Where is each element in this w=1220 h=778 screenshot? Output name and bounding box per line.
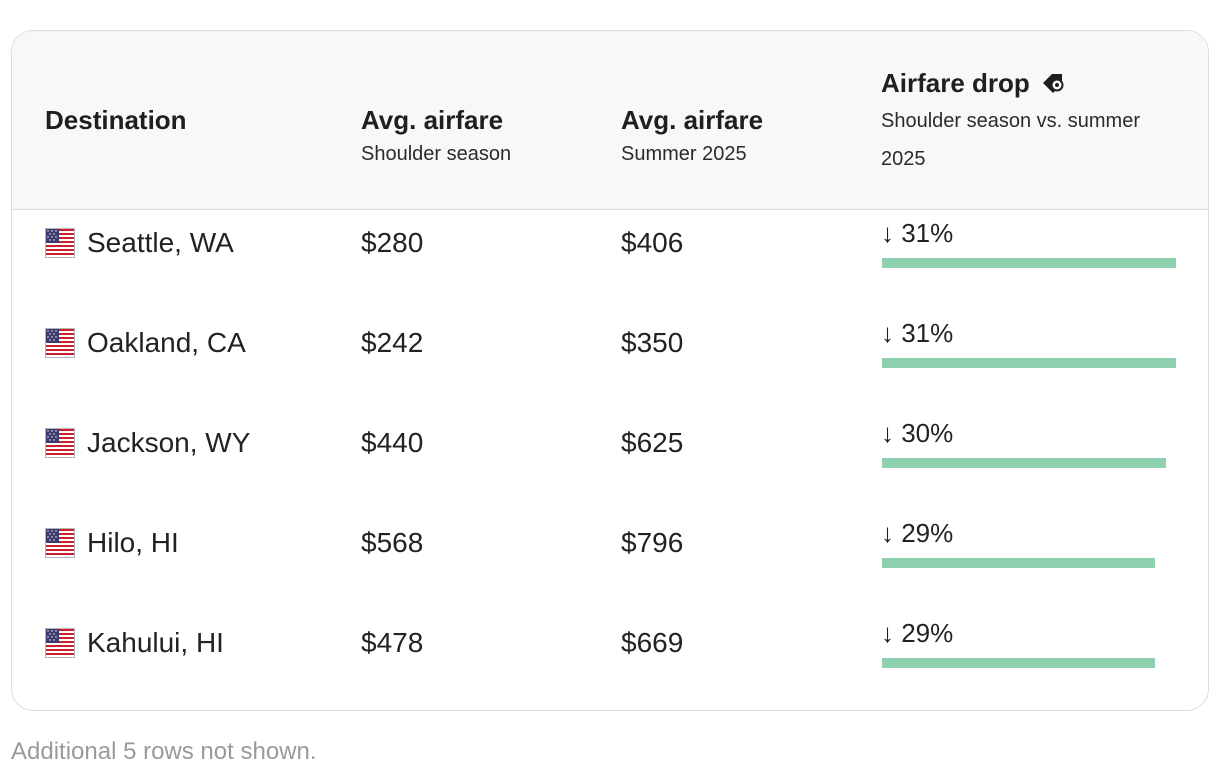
table-row: Jackson, WY $440 $625 ↓ 30% [12, 413, 1208, 513]
destination-cell: Oakland, CA [45, 327, 246, 359]
column-header-shoulder-airfare: Avg. airfare Shoulder season [361, 105, 511, 173]
airfare-drop-value: ↓ 29% [881, 518, 954, 548]
destination-name: Kahului, HI [87, 627, 224, 658]
us-flag-icon [45, 428, 75, 458]
destination-header-title: Destination [45, 105, 187, 135]
airfare-drop-bar-track [882, 458, 1176, 468]
drop-header-title-row: Airfare drop [881, 68, 1181, 98]
us-flag-icon [45, 328, 75, 358]
airfare-drop-bar [882, 558, 1155, 568]
summer-header-title: Avg. airfare [621, 105, 764, 135]
airfare-drop-bar [882, 258, 1176, 268]
shoulder-airfare-cell: $280 [361, 227, 424, 258]
airfare-drop-bar [882, 458, 1166, 468]
table-row: Oakland, CA $242 $350 ↓ 31% [12, 313, 1208, 413]
table-header: Destination Avg. airfare Shoulder season… [12, 31, 1208, 210]
airfare-drop-value: ↓ 30% [881, 418, 954, 448]
airfare-drop-bar-track [882, 658, 1176, 668]
destination-cell: Kahului, HI [45, 627, 224, 659]
summer-airfare-cell: $625 [621, 427, 684, 458]
shoulder-header-subtitle: Shoulder season [361, 143, 512, 165]
destination-name: Seattle, WA [87, 227, 234, 258]
airfare-drop-bar-track [882, 358, 1176, 368]
rows-not-shown-note: Additional 5 rows not shown. [11, 738, 317, 765]
us-flag-icon [45, 628, 75, 658]
column-header-summer-airfare: Avg. airfare Summer 2025 [621, 105, 763, 173]
airfare-table: Destination Avg. airfare Shoulder season… [11, 30, 1209, 711]
summer-airfare-cell: $406 [621, 227, 684, 258]
us-flag-icon [45, 228, 75, 258]
us-flag-icon [45, 528, 75, 558]
shoulder-airfare-cell: $440 [361, 427, 424, 458]
column-header-destination: Destination [45, 105, 187, 135]
shoulder-airfare-cell: $242 [361, 327, 424, 358]
destination-cell: Hilo, HI [45, 527, 179, 559]
summer-airfare-cell: $350 [621, 327, 684, 358]
airfare-drop-value: ↓ 31% [881, 218, 954, 248]
destination-name: Jackson, WY [87, 427, 251, 458]
destination-name: Oakland, CA [87, 327, 246, 358]
airfare-drop-bar [882, 358, 1176, 368]
airfare-drop-value: ↓ 31% [881, 318, 954, 348]
shoulder-airfare-cell: $568 [361, 527, 424, 558]
airfare-drop-value: ↓ 29% [881, 618, 954, 648]
table-row: Hilo, HI $568 $796 ↓ 29% [12, 513, 1208, 613]
destination-name: Hilo, HI [87, 527, 179, 558]
table-row: Seattle, WA $280 $406 ↓ 31% [12, 213, 1208, 313]
summer-airfare-cell: $796 [621, 527, 684, 558]
airfare-drop-bar-track [882, 558, 1176, 568]
price-tag-icon [1040, 69, 1068, 97]
destination-cell: Jackson, WY [45, 427, 250, 459]
airfare-drop-bar [882, 658, 1155, 668]
shoulder-header-title: Avg. airfare [361, 105, 504, 135]
shoulder-airfare-cell: $478 [361, 627, 424, 658]
column-header-airfare-drop: Airfare drop Shoulder season vs. summer … [881, 68, 1181, 178]
airfare-drop-bar-track [882, 258, 1176, 268]
summer-header-subtitle: Summer 2025 [621, 143, 747, 165]
drop-header-subtitle: Shoulder season vs. summer 2025 [881, 110, 1141, 170]
drop-header-title: Airfare drop [881, 68, 1030, 98]
summer-airfare-cell: $669 [621, 627, 684, 658]
table-row: Kahului, HI $478 $669 ↓ 29% [12, 613, 1208, 710]
destination-cell: Seattle, WA [45, 227, 234, 259]
